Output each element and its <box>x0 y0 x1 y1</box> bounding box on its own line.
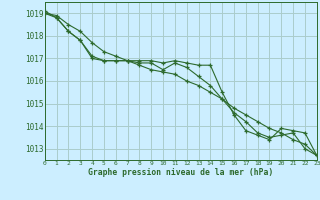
X-axis label: Graphe pression niveau de la mer (hPa): Graphe pression niveau de la mer (hPa) <box>88 168 273 177</box>
